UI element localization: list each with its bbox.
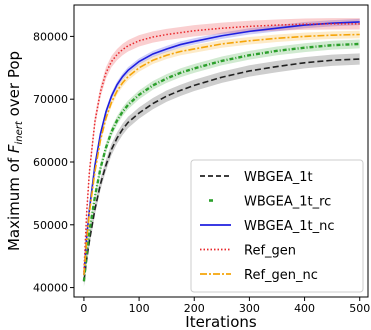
legend-label: Ref_gen_nc <box>244 268 318 283</box>
y-axis-ticks: 40000 50000 60000 70000 80000 <box>33 30 74 295</box>
legend-box <box>190 159 364 293</box>
legend-label: WBGEA_1t_nc <box>244 219 334 234</box>
x-axis-ticks: 0 100 200 300 400 500 <box>80 297 370 315</box>
x-tick-label: 500 <box>349 302 370 315</box>
y-tick-label: 60000 <box>33 156 68 169</box>
x-tick-label: 300 <box>239 302 260 315</box>
y-axis-label-subscript: inert <box>14 120 25 144</box>
series-line-ref-gen-nc <box>83 33 360 276</box>
legend-label: WBGEA_1t_rc <box>244 195 331 210</box>
plot-frame <box>73 4 369 298</box>
y-axis-label: Maximum of Finert over Pop <box>5 51 25 251</box>
series-line-ref-gen <box>83 23 360 272</box>
y-tick-label: 50000 <box>33 219 68 232</box>
y-axis-label-prefix: Maximum of <box>5 153 23 251</box>
y-axis-label-suffix: over Pop <box>5 51 23 121</box>
y-tick-label: 80000 <box>33 30 68 43</box>
x-axis-label: Iterations <box>185 313 257 330</box>
series-line-wbgea-1t <box>83 58 360 282</box>
legend-label: WBGEA_1t <box>244 170 313 185</box>
y-axis-label-symbol: F <box>5 144 23 153</box>
x-tick-label: 0 <box>80 302 87 315</box>
x-tick-label: 400 <box>294 302 315 315</box>
y-tick-label: 40000 <box>33 282 68 295</box>
y-tick-label: 70000 <box>33 93 68 106</box>
legend-label: Ref_gen <box>244 244 296 259</box>
series-lines <box>82 21 360 282</box>
legend: WBGEA_1t WBGEA_1t_rc WBGEA_1t_nc Ref_gen Ref… <box>190 159 364 293</box>
series-line-wbgea-1t-nc <box>83 21 360 276</box>
x-tick-label: 100 <box>129 302 150 315</box>
series-line-wbgea-1t-rc <box>82 42 360 282</box>
x-tick-label: 200 <box>184 302 205 315</box>
